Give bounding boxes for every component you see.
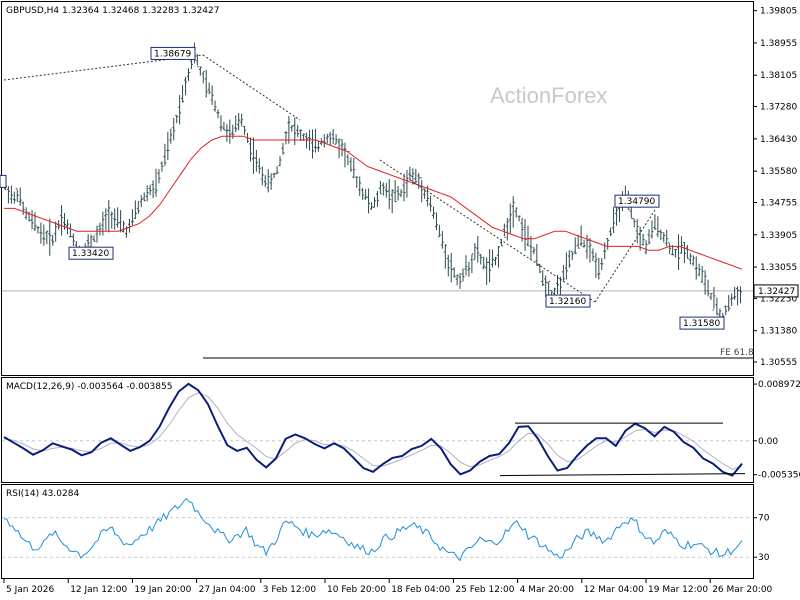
macd-line [3, 382, 743, 477]
price-tick-label: 1.33905 [760, 231, 797, 241]
time-tick-label: 12 Jan 12:00 [70, 585, 127, 595]
current-price-box [753, 284, 799, 298]
time-tick-label: 18 Feb 04:00 [391, 585, 450, 595]
time-tick-label: 19 Mar 12:00 [648, 585, 708, 595]
price-annotation-box [150, 46, 196, 60]
moving-average-line [4, 135, 743, 270]
price-annotation-label: 1.34790 [618, 197, 655, 207]
time-tick-label: 3 Feb 12:00 [263, 585, 317, 595]
macd-signal-line [3, 392, 743, 470]
price-tick-label: 1.38955 [760, 39, 797, 49]
price-annotation-box [68, 246, 114, 260]
macd-tick-label: 0.00 [758, 437, 778, 447]
trendline [202, 54, 301, 121]
price-tick-label: 1.39805 [760, 7, 797, 17]
price-panel-frame [1, 1, 754, 376]
price-layer: FE 61.8 1.38679 1.33420 1.32160 1.34790 1.315… [0, 42, 754, 359]
price-tick-label: 1.33055 [760, 263, 797, 273]
current-price-label: 1.32427 [758, 287, 795, 297]
price-annotation-label: 1.33420 [72, 249, 109, 259]
price-tick-label: 1.38105 [760, 71, 797, 81]
price-annotation-label: 1.38679 [154, 49, 191, 59]
rsi-layer [2, 497, 753, 562]
time-tick-label: 5 Jan 2026 [6, 585, 54, 595]
trendline [3, 54, 204, 81]
price-annotation-box [614, 194, 660, 208]
price-tick-label: 1.37280 [760, 103, 797, 113]
trendline [594, 209, 656, 303]
macd-layer [2, 382, 753, 477]
rsi-tick-label: 70 [758, 514, 770, 524]
macd-panel-frame [1, 377, 754, 483]
price-tick-label: 1.36430 [760, 135, 797, 145]
watermark: ActionForex [490, 83, 607, 108]
price-tick-label: 1.31380 [760, 327, 797, 337]
time-tick-label: 12 Mar 04:00 [584, 585, 644, 595]
price-tick-label: 1.35580 [760, 167, 797, 177]
rsi-label: RSI(14) 43.0284 [6, 489, 79, 499]
price-tick-label: 1.34755 [760, 198, 797, 208]
chart-header: GBPUSD,H4 1.32364 1.32468 1.32283 1.3242… [6, 6, 219, 16]
time-tick-label: 27 Jan 04:00 [199, 585, 256, 595]
time-tick-label: 10 Feb 20:00 [327, 585, 386, 595]
price-annotation-label: 1.31580 [683, 319, 720, 329]
left-edge-marker [0, 174, 7, 188]
time-tick-label: 19 Jan 20:00 [134, 585, 191, 595]
axis-layer: 1.39805 1.38955 1.38105 1.37280 1.36430 1.355… [3, 7, 800, 595]
price-annotation-label: 1.32160 [549, 297, 586, 307]
rsi-panel-frame [1, 484, 754, 579]
time-tick-label: 26 Mar 20:00 [712, 585, 772, 595]
price-tick-label: 1.32230 [760, 294, 797, 304]
macd-label: MACD(12,26,9) -0.003564 -0.003855 [6, 382, 172, 392]
macd-tick-label: 0.008972 [758, 380, 800, 390]
price-tick-label: 1.30555 [760, 358, 797, 368]
macd-lower-trendline [499, 473, 746, 477]
fe-label: FE 61.8 [720, 348, 754, 358]
trendline [379, 159, 596, 303]
time-tick-label: 4 Mar 20:00 [520, 585, 575, 595]
price-annotation-box [545, 294, 591, 308]
rsi-tick-label: 30 [758, 553, 770, 563]
time-tick-label: 25 Feb 12:00 [455, 585, 514, 595]
price-annotation-box [679, 316, 725, 330]
rsi-line [3, 497, 743, 562]
macd-tick-label: -0.005356 [758, 471, 800, 481]
